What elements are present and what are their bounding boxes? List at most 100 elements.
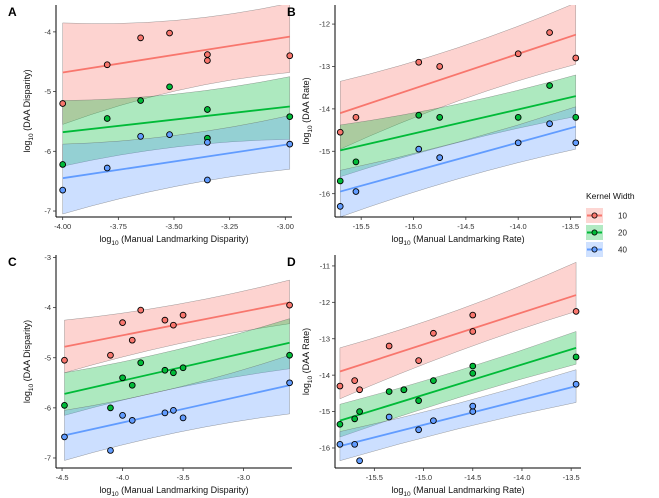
x-tick-label: -3.75 (110, 222, 127, 231)
point-C-20-2 (119, 374, 126, 382)
y-tick-label: -7 (44, 454, 51, 463)
legend-label-10: 10 (618, 212, 627, 221)
y-tick-label: -14 (319, 104, 330, 113)
point-C-10-7 (179, 311, 187, 319)
point-C-40-6 (179, 414, 187, 422)
point-A-40-2 (137, 133, 144, 140)
y-tick-label: -14 (319, 371, 330, 380)
point-B-10-1 (352, 114, 360, 121)
point-A-40-1 (103, 164, 111, 172)
point-C-40-3 (128, 417, 136, 424)
point-A-40-0 (59, 186, 67, 194)
x-tick-label: -4.0 (116, 473, 129, 482)
point-D-40-1 (351, 440, 359, 448)
point-B-20-5 (546, 82, 553, 89)
fit-line-B-40 (339, 125, 577, 193)
y-tick-label: -12 (319, 20, 330, 29)
x-tick-label: -3.0 (237, 473, 250, 482)
fit-line-D-10 (339, 294, 577, 373)
point-B-20-2 (415, 111, 423, 119)
band-A-40 (62, 115, 290, 215)
legend-point-40 (591, 246, 598, 253)
panel-B: -15.5 -15.0 -14.5 -14.0 -13.5 -16 -15 -14 -13 -12… (287, 5, 581, 247)
point-B-40-0 (336, 203, 344, 210)
y-tick-label: -6 (44, 147, 51, 156)
y-tick-label: -13 (319, 62, 330, 71)
point-D-20-1 (351, 415, 359, 423)
point-A-20-0 (59, 161, 67, 168)
x-tick-label: -14.5 (457, 222, 474, 231)
point-B-10-2 (415, 58, 423, 66)
point-B-20-6 (572, 114, 580, 121)
point-D-40-3 (385, 413, 393, 421)
point-A-10-0 (59, 100, 67, 107)
x-tick-label: -15.5 (353, 222, 370, 231)
point-B-20-0 (336, 177, 344, 185)
point-C-10-8 (286, 301, 293, 309)
x-tick-label: -3.25 (221, 222, 238, 231)
point-D-10-3 (385, 342, 393, 350)
point-A-10-6 (286, 52, 294, 60)
point-D-10-0 (336, 382, 344, 390)
point-C-10-5 (161, 316, 169, 324)
plot-area (62, 5, 290, 215)
y-tick-label: -11 (320, 262, 330, 271)
legend-point-20 (591, 229, 598, 236)
point-A-10-2 (137, 34, 144, 42)
point-D-10-1 (351, 377, 359, 384)
point-D-20-6 (430, 377, 437, 384)
point-B-10-5 (546, 29, 553, 36)
point-A-10-1 (103, 61, 111, 69)
legend-entry-20: 20 (586, 225, 627, 240)
y-tick-label: -12 (319, 298, 330, 307)
point-D-40-6 (469, 408, 477, 415)
point-C-10-6 (170, 321, 177, 329)
point-C-20-4 (137, 359, 145, 367)
point-B-40-1 (352, 188, 360, 195)
point-B-20-4 (514, 114, 522, 121)
point-B-20-1 (352, 158, 360, 166)
point-D-20-3 (385, 388, 393, 395)
x-tick-label: -14.0 (510, 222, 527, 231)
point-D-10-9 (572, 308, 580, 315)
fit-line-A-20 (62, 105, 290, 134)
point-C-40-1 (107, 447, 114, 454)
point-D-40-2 (356, 457, 363, 465)
fit-line-C-40 (64, 384, 290, 437)
panel-D: -15.5 -15.0 -14.5 -14.0 -13.5 -16 -15 -14 -13 -12… (287, 255, 581, 498)
point-D-10-6 (430, 329, 437, 337)
point-A-40-5 (204, 139, 211, 146)
fit-line-B-20 (340, 95, 576, 152)
x-tick-label: -4.5 (56, 473, 69, 482)
point-C-20-1 (107, 404, 114, 412)
point-A-20-6 (286, 113, 294, 121)
point-D-20-2 (356, 408, 363, 415)
point-B-40-6 (572, 139, 580, 147)
point-A-20-1 (103, 115, 111, 122)
point-A-20-2 (137, 97, 144, 104)
x-tick-label: -4.00 (54, 222, 71, 231)
y-tick-label: -7 (44, 207, 51, 216)
fit-line-B-10 (339, 33, 577, 114)
point-D-10-7 (469, 328, 477, 335)
point-D-20-5 (415, 397, 422, 404)
point-D-10-8 (469, 311, 477, 319)
panel-C: -4.5 -4.0 -3.5 -3.0 -7 -6 -5 -4 -3 log10 (Manual … (8, 253, 293, 498)
y-tick-label: -3 (44, 253, 51, 262)
x-tick-label: -15.0 (415, 473, 432, 482)
x-tick-label: -15.5 (366, 473, 383, 482)
point-B-10-6 (572, 54, 580, 62)
point-B-40-4 (514, 139, 522, 147)
y-axis-label: log10 (DAA Disparity) (22, 69, 35, 152)
point-B-40-3 (436, 154, 444, 161)
legend-title: Kernel Width (586, 191, 635, 201)
point-C-40-7 (286, 379, 293, 387)
x-tick-label: -3.5 (177, 473, 190, 482)
point-C-10-4 (137, 306, 145, 314)
point-D-20-9 (572, 353, 580, 361)
y-tick-label: -6 (44, 403, 51, 412)
plot-area (64, 279, 290, 461)
fit-line-D-20 (339, 346, 577, 422)
y-tick-label: -15 (319, 407, 330, 416)
point-C-10-1 (107, 351, 114, 359)
